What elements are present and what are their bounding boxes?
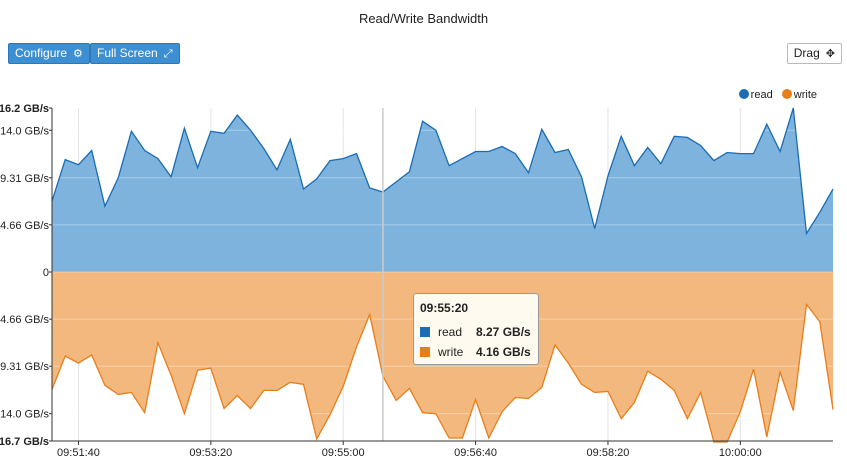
x-tick-label: 09:51:40 bbox=[57, 447, 100, 459]
write-dot-icon bbox=[781, 89, 792, 99]
y-tick-label: 16.2 GB/s bbox=[0, 103, 49, 115]
tooltip-write-label: write bbox=[438, 345, 464, 359]
write-line bbox=[51, 302, 834, 443]
gear-icon: ⚙ bbox=[73, 48, 83, 60]
move-icon: ✥ bbox=[825, 48, 835, 60]
legend-read-label: read bbox=[750, 89, 773, 101]
tooltip: 09:55:20 read 8.27 GB/s write 4.16 GB/s bbox=[413, 293, 539, 365]
y-tick-label: 16.7 GB/s bbox=[0, 436, 49, 448]
read-area bbox=[52, 108, 833, 272]
tooltip-row-write: write 4.16 GB/s bbox=[420, 342, 532, 362]
x-tick-label: 09:53:20 bbox=[189, 447, 232, 459]
x-tick-label: 09:56:40 bbox=[454, 447, 497, 459]
drag-button[interactable]: Drag ✥ bbox=[786, 43, 842, 64]
y-tick-label: 9.31 GB/s bbox=[0, 173, 49, 185]
read-dot-icon bbox=[738, 89, 749, 99]
tooltip-row-read: read 8.27 GB/s bbox=[420, 322, 532, 342]
y-tick-label: 4.66 GB/s bbox=[0, 220, 49, 232]
legend: read write bbox=[733, 89, 817, 101]
tooltip-read-value: 8.27 GB/s bbox=[476, 325, 531, 339]
y-tick-label: 14.0 GB/s bbox=[0, 125, 49, 137]
x-tick-label: 10:00:00 bbox=[719, 447, 762, 459]
read-line bbox=[51, 107, 834, 236]
legend-item-read[interactable]: read bbox=[738, 89, 773, 101]
y-tick-label: 14.0 GB/s bbox=[0, 409, 49, 421]
y-tick-label: 0 bbox=[43, 267, 49, 279]
legend-write-label: write bbox=[793, 89, 817, 101]
y-tick-label: 9.31 GB/s bbox=[0, 361, 49, 373]
x-tick-label: 09:58:20 bbox=[587, 447, 630, 459]
read-swatch-icon bbox=[420, 327, 430, 337]
write-swatch-icon bbox=[420, 347, 430, 357]
tooltip-read-label: read bbox=[438, 325, 463, 339]
full-screen-label: Full Screen bbox=[97, 46, 158, 60]
tooltip-time: 09:55:20 bbox=[420, 301, 469, 315]
y-tick-label: 4.66 GB/s bbox=[0, 314, 49, 326]
chart-title: Read/Write Bandwidth bbox=[358, 11, 489, 26]
full-screen-button[interactable]: Full Screen ⤢ bbox=[90, 43, 180, 64]
legend-item-write[interactable]: write bbox=[781, 89, 817, 101]
configure-label: Configure bbox=[15, 46, 68, 60]
drag-label: Drag bbox=[793, 46, 820, 60]
x-tick-label: 09:55:00 bbox=[322, 447, 365, 459]
tooltip-write-value: 4.16 GB/s bbox=[476, 345, 531, 359]
configure-button[interactable]: Configure ⚙ bbox=[8, 43, 90, 64]
expand-icon: ⤢ bbox=[163, 48, 173, 60]
